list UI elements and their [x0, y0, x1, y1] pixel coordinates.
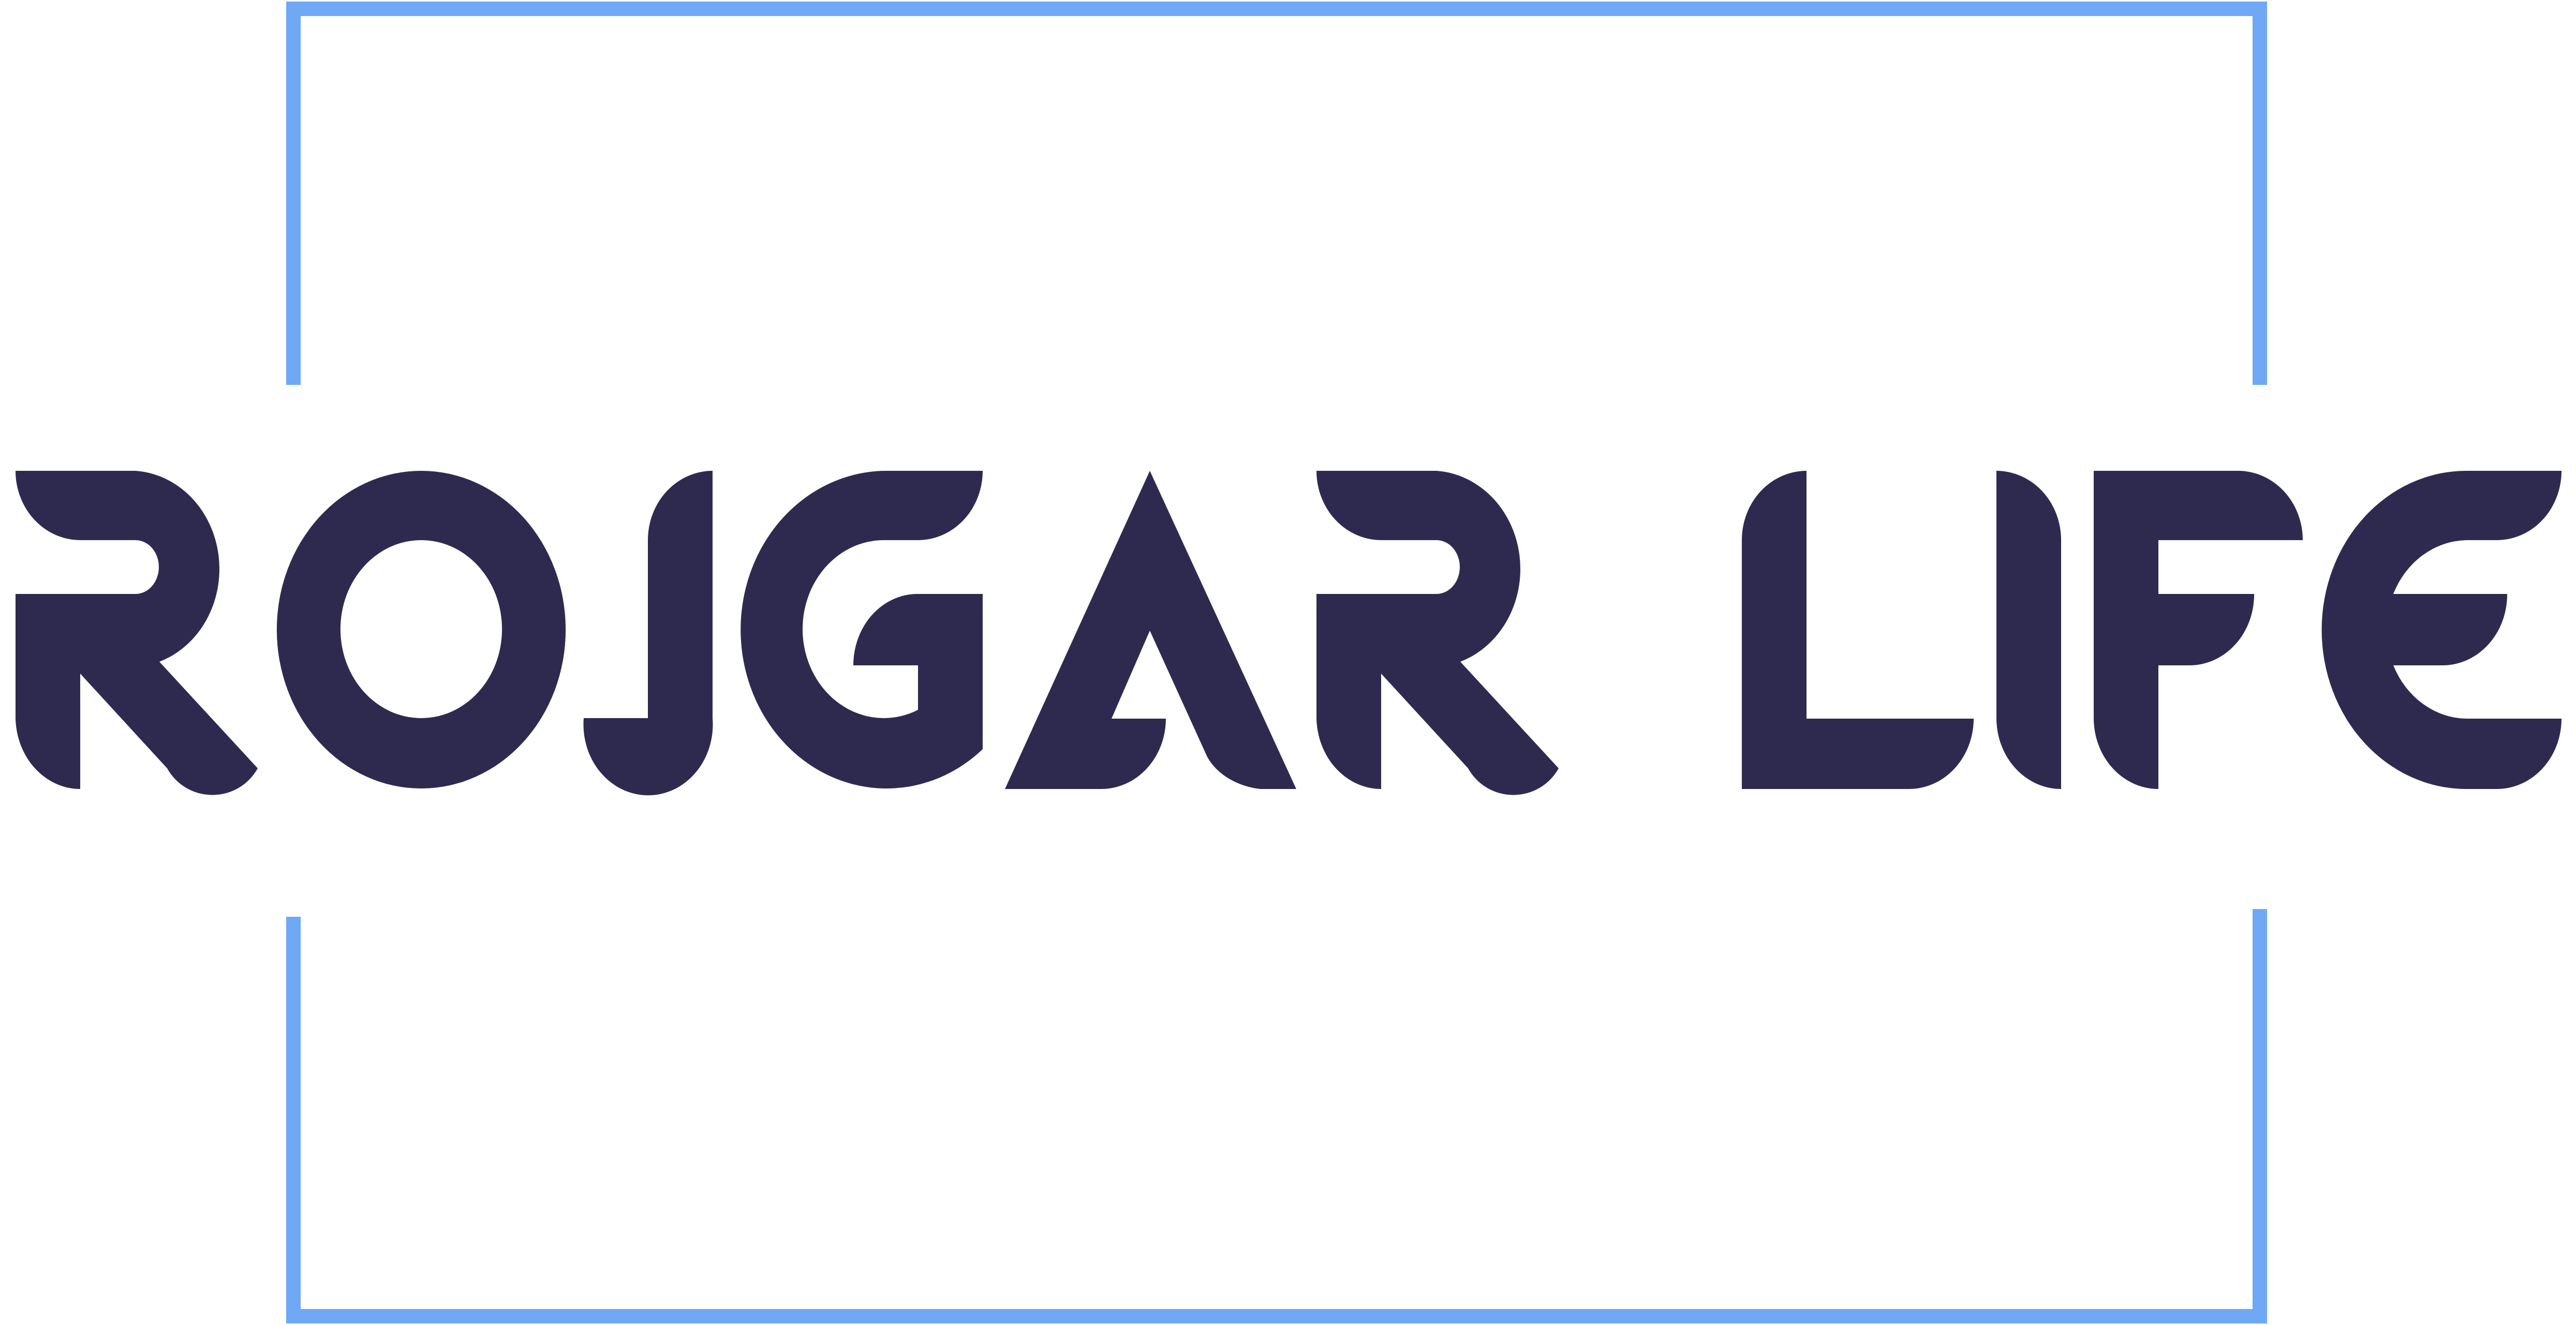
letter-g	[741, 471, 983, 788]
letter-l	[1742, 471, 1974, 789]
frame-bottom-bracket	[286, 909, 2267, 1323]
letter-e	[2321, 471, 2562, 789]
letter-f	[2094, 471, 2303, 789]
logo-wordmark	[16, 470, 2562, 796]
letter-o	[276, 470, 566, 788]
letter-i	[1996, 471, 2061, 789]
letter-r-1	[16, 471, 258, 795]
letter-r-2	[1316, 471, 1559, 795]
frame-top-bracket	[286, 2, 2267, 385]
logo-frame	[286, 2, 2267, 1323]
letter-a	[1005, 471, 1296, 789]
letter-j	[583, 471, 713, 796]
